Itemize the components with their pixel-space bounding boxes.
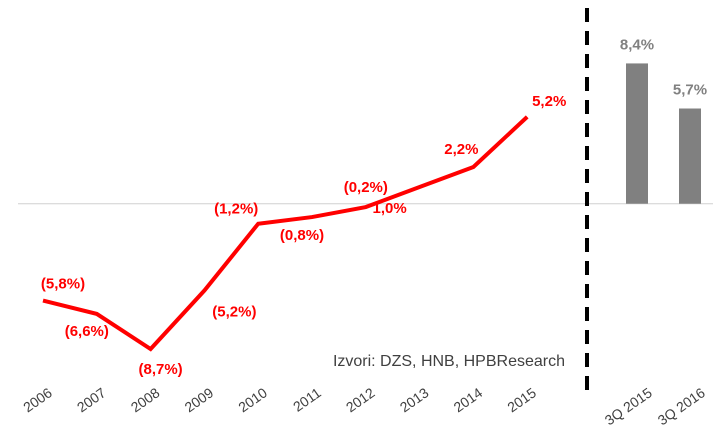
data-label: (1,2%) [214, 201, 258, 218]
x-tick-label: 2008 [128, 384, 163, 415]
data-label: (6,6%) [65, 323, 109, 340]
data-label: 5,2% [532, 93, 566, 110]
x-tick-label: 2006 [20, 384, 55, 415]
data-label: (8,7%) [139, 361, 183, 378]
line [42, 115, 529, 352]
x-tick-label: 3Q 2016 [655, 384, 708, 428]
x-tick-label: 2007 [74, 384, 109, 415]
data-label: 8,4% [620, 36, 654, 53]
source-note: Izvori: DZS, HNB, HPBResearch [333, 353, 565, 370]
data-label: 2,2% [444, 141, 478, 158]
x-tick-label: 2012 [343, 384, 378, 415]
bar [679, 108, 701, 204]
data-label: (5,2%) [212, 304, 256, 321]
x-tick-label: 2014 [451, 384, 486, 415]
data-label: (0,2%) [344, 179, 388, 196]
x-tick-label: 2009 [182, 384, 217, 415]
data-label: 1,0% [372, 200, 406, 217]
x-tick-label: 2013 [397, 384, 432, 415]
x-tick-label: 2010 [235, 384, 270, 415]
x-tick-label: 2015 [504, 384, 539, 415]
data-label: (0,8%) [280, 227, 324, 244]
data-label: 5,7% [673, 81, 707, 98]
bar [626, 63, 648, 204]
data-label: (5,8%) [41, 276, 85, 293]
x-tick-label: 3Q 2015 [602, 384, 655, 428]
x-tick-label: 2011 [290, 384, 324, 414]
